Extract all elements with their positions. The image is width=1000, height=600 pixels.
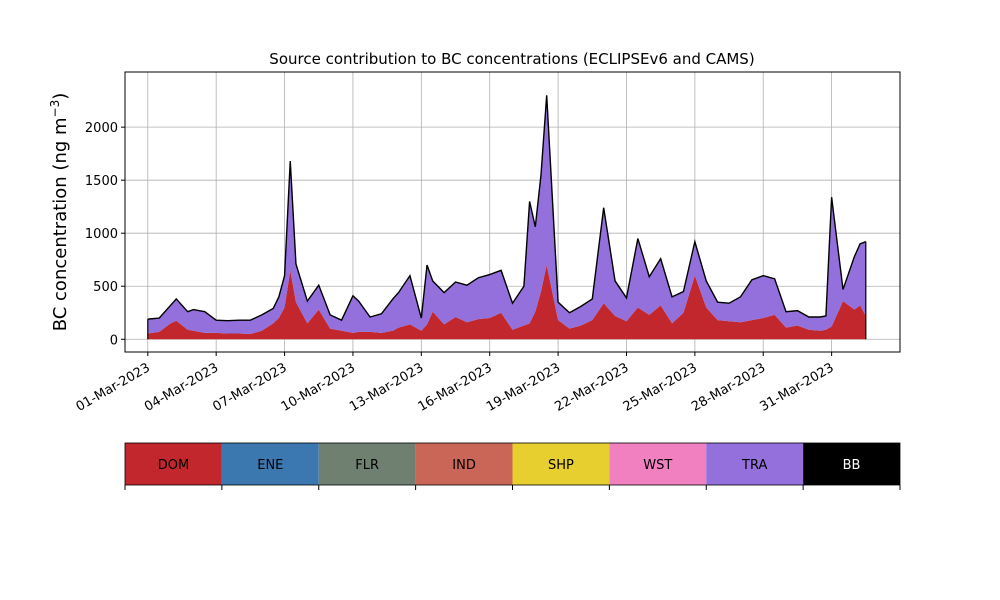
x-tick-label: 04-Mar-2023 [142, 360, 221, 414]
legend-label-dom: DOM [158, 458, 189, 473]
legend-label-wst: WST [643, 458, 672, 473]
x-tick-label: 25-Mar-2023 [621, 360, 700, 414]
x-tick-label: 28-Mar-2023 [689, 360, 768, 414]
total-line-layer [147, 95, 867, 340]
legend-swatch-tra [706, 443, 804, 485]
legend-swatch-ene [221, 443, 319, 485]
x-tick-label: 13-Mar-2023 [347, 360, 426, 414]
legend-label-bb: BB [843, 458, 861, 473]
legend-swatch-bb [803, 443, 900, 485]
legend-label-flr: FLR [355, 458, 379, 473]
chart-title: Source contribution to BC concentrations… [269, 50, 754, 68]
legend-label-tra: TRA [741, 458, 767, 473]
y-tick-label: 0 [110, 333, 118, 348]
area-dom [147, 265, 866, 340]
x-tick-label: 07-Mar-2023 [210, 360, 289, 414]
legend-label-ene: ENE [257, 458, 283, 473]
y-tick-label: 2000 [85, 121, 118, 136]
legend-swatch-shp [512, 443, 610, 485]
y-axis-label: BC concentration (ng m−3) [48, 93, 71, 332]
y-tick-label: 1000 [85, 227, 118, 242]
y-tick-label: 1500 [85, 174, 118, 189]
x-tick-label: 16-Mar-2023 [416, 360, 495, 414]
y-axis-label-exponent: −3 [48, 100, 62, 118]
x-tick-label: 19-Mar-2023 [484, 360, 563, 414]
x-tick-label: 22-Mar-2023 [552, 360, 631, 414]
stacked-areas [147, 95, 866, 340]
legend-swatch-ind [415, 443, 513, 485]
legend-swatch-flr [318, 443, 416, 485]
x-axis: 01-Mar-202304-Mar-202307-Mar-202310-Mar-… [74, 352, 837, 415]
plot-frame [124, 71, 901, 353]
legend-label-shp: SHP [548, 458, 574, 473]
area-tra [147, 95, 866, 334]
x-tick-label: 01-Mar-2023 [74, 360, 153, 414]
legend-swatch-dom [125, 443, 222, 485]
total-line [147, 95, 867, 322]
source-legend: DOM ENE FLR IND SHP WST TRA BB [124, 442, 901, 490]
y-axis-label-text: BC concentration (ng m [50, 117, 71, 331]
x-tick-label: 10-Mar-2023 [279, 360, 358, 414]
x-tick-label: 31-Mar-2023 [757, 360, 836, 414]
y-tick-label: 500 [93, 280, 118, 295]
legend-label-ind: IND [452, 458, 476, 473]
y-axis-label-close: ) [50, 93, 71, 100]
y-axis: 0 500 1000 1500 2000 [85, 121, 125, 348]
legend-swatch-wst [609, 443, 707, 485]
